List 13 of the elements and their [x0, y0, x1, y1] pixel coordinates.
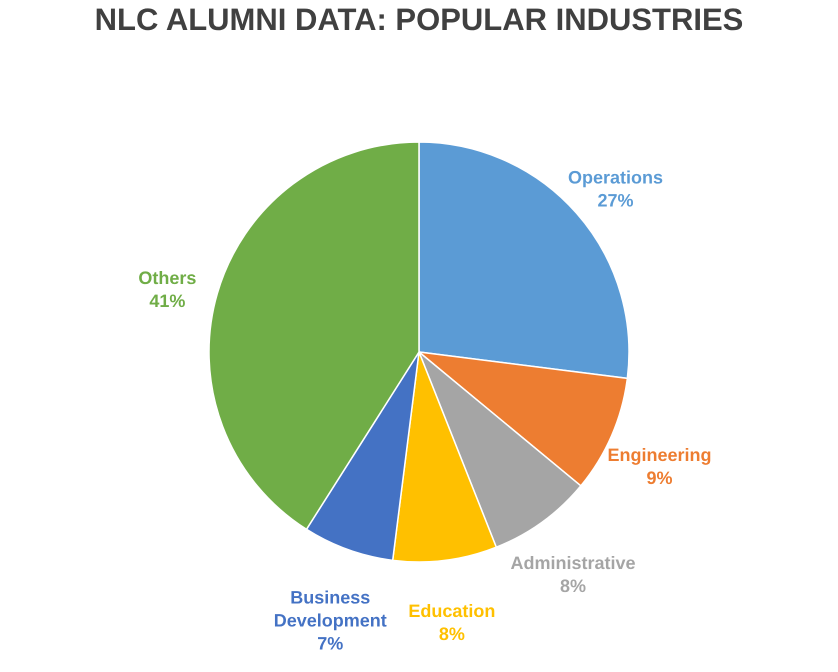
- data-label: 27%: [598, 190, 634, 211]
- data-label: 7%: [317, 634, 344, 654]
- data-label: 8%: [438, 624, 465, 644]
- slice-label: Operations: [568, 168, 664, 188]
- data-label: 41%: [149, 290, 186, 311]
- slice-label: Education: [408, 600, 496, 621]
- slice-label: Business Development: [274, 588, 387, 631]
- slice-label: Engineering: [607, 445, 712, 466]
- data-label: 8%: [560, 576, 586, 596]
- slice-label: Others: [138, 268, 196, 288]
- data-label: 9%: [646, 468, 672, 488]
- slice-label: Administrative: [510, 552, 636, 573]
- chart-title: NLC ALUMNI DATA: POPULAR INDUSTRIES: [94, 2, 744, 37]
